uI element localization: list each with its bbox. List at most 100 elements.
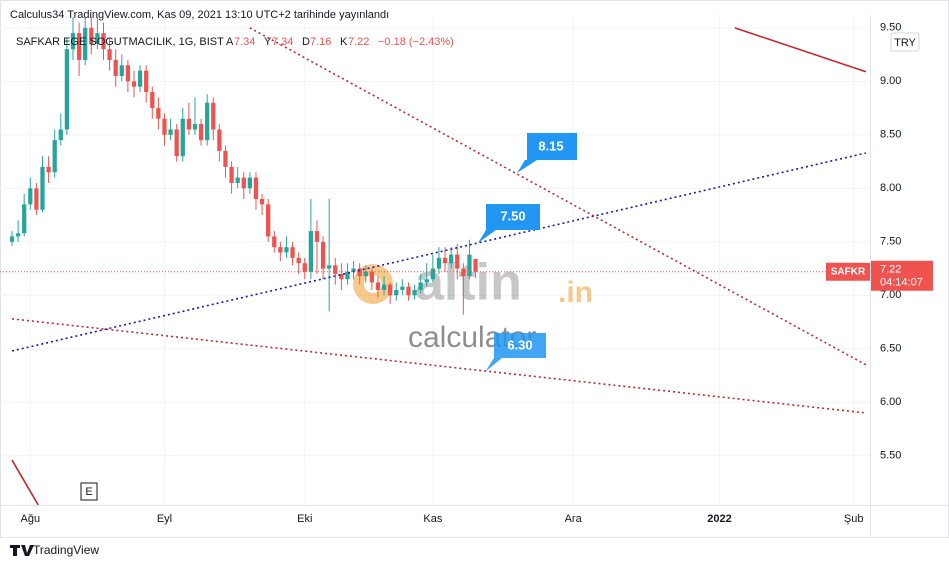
candle-body <box>320 241 326 269</box>
y-tick-label: 9.50 <box>880 22 901 34</box>
price-tag-bg <box>871 260 933 291</box>
candle-body <box>436 257 442 269</box>
open-value: 7.34 <box>234 36 255 48</box>
callout-label: 8.15 <box>538 138 563 153</box>
candle-body <box>211 102 216 130</box>
y-tick-label: 7.50 <box>880 236 901 248</box>
trend-line <box>11 459 39 505</box>
high-label: Y <box>264 36 272 48</box>
x-tick-label: Ara <box>565 513 583 525</box>
candle-body <box>449 254 454 264</box>
candle-body <box>28 188 33 205</box>
candle-body <box>76 33 82 60</box>
currency[interactable]: TRY <box>894 37 916 49</box>
candle-body <box>235 177 240 183</box>
event-marker-label[interactable]: E <box>85 486 92 498</box>
candle-body <box>302 263 307 272</box>
candle-body <box>229 166 234 183</box>
candle-body <box>369 271 374 283</box>
candle-body <box>259 199 265 205</box>
candle-body <box>83 27 88 60</box>
candle-body <box>278 247 283 253</box>
candle-body <box>339 273 344 280</box>
trend-line <box>11 152 867 352</box>
candle-body <box>15 233 21 237</box>
footer: TradingView <box>10 543 99 557</box>
candle-body <box>424 279 429 283</box>
candle-body <box>162 118 167 135</box>
candle-body <box>113 59 118 76</box>
candle-body <box>266 204 271 237</box>
symbol: SAFKAR EGE SOGUTMACILIK, 1G, BIST <box>16 36 224 48</box>
candle-body <box>284 247 289 253</box>
candle-body <box>467 254 472 277</box>
candle-body <box>345 271 350 280</box>
candle-body <box>381 284 387 290</box>
candle-body <box>363 271 368 277</box>
candle-body <box>357 268 362 277</box>
low-value: 7.16 <box>310 36 331 48</box>
trend-line <box>249 27 867 366</box>
x-tick-label: Kas <box>423 513 442 525</box>
change: −0.18 (−2.43%) <box>378 36 454 48</box>
callout <box>478 204 540 243</box>
candle-body <box>247 177 253 189</box>
candle-body <box>156 108 161 119</box>
close-value: 7.22 <box>348 36 369 48</box>
legend: SAFKAR EGE SOGUTMACILIK, 1G, BIST A 7.34… <box>16 36 454 48</box>
candle-body <box>144 70 149 93</box>
callout <box>517 133 577 173</box>
candle-body <box>327 265 332 269</box>
candle-body <box>205 102 210 141</box>
candle-body <box>400 286 405 290</box>
candle-body <box>174 129 179 157</box>
candle-body <box>131 81 137 87</box>
candle-body <box>89 27 94 44</box>
x-tick-label: Ağu <box>21 513 41 525</box>
y-tick-label: 9.00 <box>880 75 901 87</box>
candle-body <box>455 254 460 269</box>
candle-body <box>333 265 338 274</box>
published-note: Calculus34 TradingView.com, Kas 09, 2021… <box>10 9 389 21</box>
candle-body <box>52 140 57 173</box>
candle-body <box>186 118 192 130</box>
candle-body <box>119 65 124 76</box>
candle-body <box>418 282 423 290</box>
y-tick-label: 6.00 <box>880 396 901 408</box>
x-tick-label: Şub <box>844 513 864 525</box>
candle-body <box>290 247 295 258</box>
price-tag-symbol: SAFKR <box>831 266 866 277</box>
callout <box>485 333 546 372</box>
candle-body <box>375 282 381 290</box>
candle-body <box>351 268 356 272</box>
y-tick-label: 6.50 <box>880 343 901 355</box>
candle-body <box>168 129 173 135</box>
low-label: D <box>302 36 310 48</box>
candle-body <box>40 166 45 210</box>
footer-brand: TradingView <box>33 543 99 557</box>
event-marker[interactable] <box>80 482 98 501</box>
callout-label: 6.30 <box>507 337 532 352</box>
candle-body <box>442 257 448 264</box>
price-tag-value: 7.22 <box>880 264 901 276</box>
candle-body <box>58 129 63 141</box>
candle-body <box>137 70 143 87</box>
x-tick-label: Eyl <box>157 513 172 525</box>
candle-body <box>125 65 131 82</box>
y-tick-label: 8.00 <box>880 182 901 194</box>
candle-body <box>296 257 301 264</box>
watermark-suffix: .in <box>558 276 593 309</box>
candle-body <box>217 129 222 151</box>
open-label: A <box>226 36 234 48</box>
x-tick-label: 2022 <box>707 513 731 525</box>
candle-body <box>180 118 185 157</box>
trend-line <box>11 318 866 414</box>
currency-box[interactable] <box>890 32 920 52</box>
trend-line <box>734 27 867 73</box>
candle-body <box>388 284 393 296</box>
close-label: K <box>340 36 348 48</box>
candle-body <box>461 268 466 277</box>
candle-body <box>22 204 27 234</box>
candle-body <box>272 236 277 248</box>
